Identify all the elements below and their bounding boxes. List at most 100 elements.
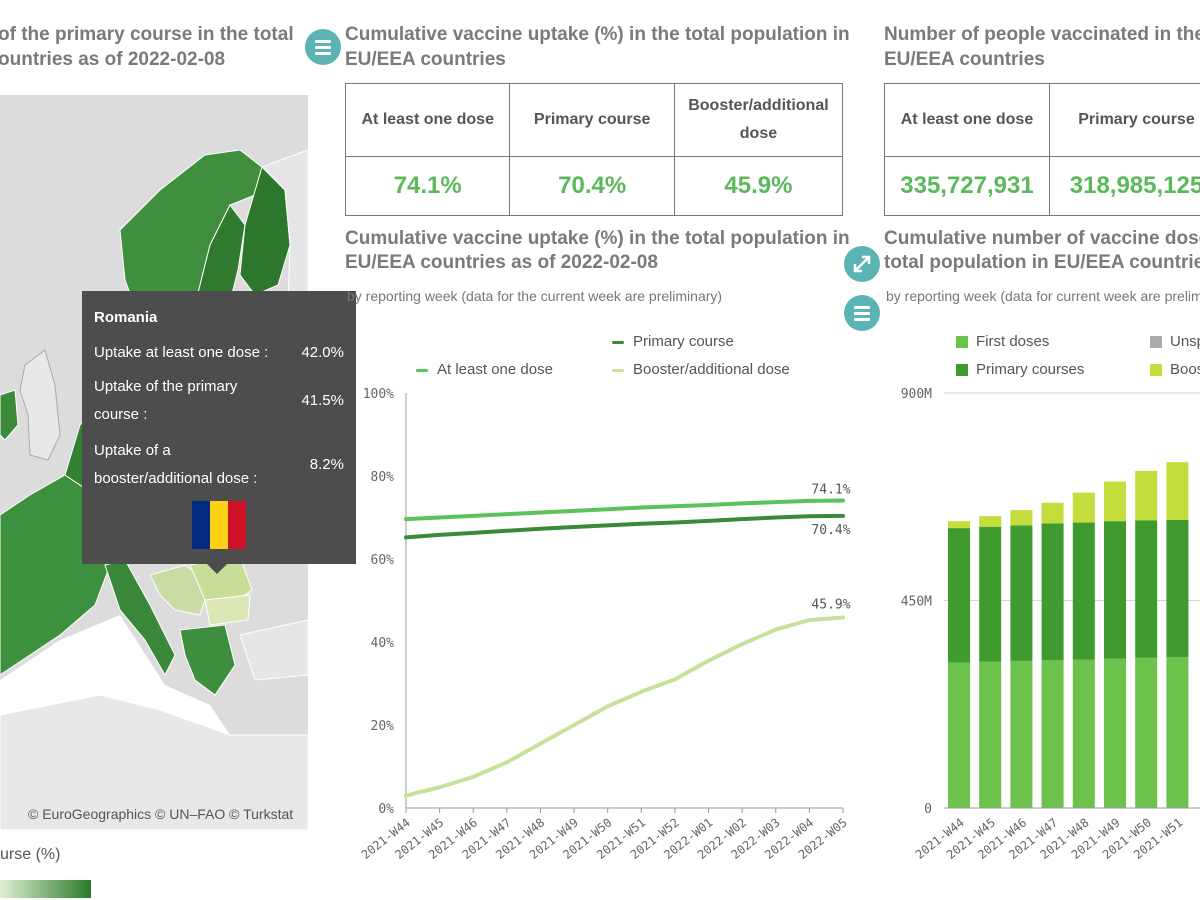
menu-icon-bar xyxy=(854,306,870,309)
menu-icon-bar xyxy=(315,40,331,43)
legend-marker-first-doses xyxy=(956,336,968,348)
legend-label-primary[interactable]: Primary course xyxy=(633,333,734,350)
series-line-at-least-one-dose xyxy=(404,498,845,522)
map-attribution: © EuroGeographics © UN–FAO © Turkstat xyxy=(28,806,294,822)
bar-primary-courses xyxy=(1166,519,1189,658)
tooltip-row1-label: Uptake at least one dose : xyxy=(94,344,269,361)
menu-icon-bar xyxy=(854,312,870,315)
bar-primary-courses xyxy=(948,528,970,663)
map-legend-gradient xyxy=(0,880,91,898)
kpi-header-booster-line2: dose xyxy=(739,125,778,142)
menu-button[interactable] xyxy=(305,29,341,65)
uptake-title-line1: Cumulative vaccine uptake (%) in the tot… xyxy=(345,24,850,45)
bar-booster-doses xyxy=(948,521,970,529)
people-kpi-table: At least one dose Primary course 335,727… xyxy=(884,83,1200,216)
people-title-line2: EU/EEA countries xyxy=(884,49,1045,70)
legend-label-first[interactable]: At least one dose xyxy=(437,361,553,378)
uptake-title-line2: EU/EEA countries xyxy=(345,49,506,70)
tooltip-row2-value: 41.5% xyxy=(301,392,344,409)
romania-flag-icon xyxy=(192,501,246,549)
people-value-primary: 318,985,125 xyxy=(1048,156,1200,216)
uptake-kpi-table: At least one dose Primary course Booster… xyxy=(344,83,844,216)
bar-first-doses xyxy=(1072,659,1095,808)
series-end-label: 74.1% xyxy=(811,482,850,497)
bar-booster-doses xyxy=(979,516,1002,527)
menu-icon-bar xyxy=(315,52,331,55)
series-line-primary-course xyxy=(404,513,845,540)
bar-primary-courses xyxy=(1072,522,1095,660)
y-tick-label: 900M xyxy=(901,387,932,402)
map-legend-label: urse (%) xyxy=(0,846,61,863)
bar-primary-courses xyxy=(979,526,1002,662)
bar-booster-doses xyxy=(1166,462,1189,520)
people-chart-subtitle: by reporting week (data for current week… xyxy=(886,288,1200,304)
map-mediterranean xyxy=(0,615,230,735)
bar-booster-doses xyxy=(1072,492,1095,523)
menu-icon-bar xyxy=(854,318,870,321)
expand-icon xyxy=(853,255,871,273)
bar-primary-courses xyxy=(1010,525,1033,661)
kpi-header-first: At least one dose xyxy=(344,83,511,157)
legend-label-booster-doses[interactable]: Boos xyxy=(1170,361,1200,378)
tooltip-row3-value: 8.2% xyxy=(309,456,344,473)
menu-button-right[interactable] xyxy=(844,295,880,331)
map-tooltip: Romania Uptake at least one dose : 42.0%… xyxy=(82,291,356,564)
kpi-value-first: 74.1% xyxy=(344,156,511,216)
bar-first-doses xyxy=(1166,657,1189,808)
map-panel-title-line2: ountries as of 2022-02-08 xyxy=(0,49,226,70)
uptake-line-chart[interactable]: 0%20%40%60%80%100%2021-W442021-W452021-W… xyxy=(345,380,855,900)
people-title-line1: Number of people vaccinated in the tota xyxy=(884,24,1200,45)
map-bulgaria xyxy=(204,594,251,626)
legend-marker-booster xyxy=(612,369,624,372)
tooltip-row3-label-line2: booster/additional dose : xyxy=(94,470,258,487)
uptake-chart-title-line2: EU/EEA countries as of 2022-02-08 xyxy=(345,252,658,273)
people-header-primary: Primary course xyxy=(1048,83,1200,157)
expand-button[interactable] xyxy=(844,246,880,282)
map-turkey xyxy=(239,619,309,681)
y-tick-label: 80% xyxy=(371,470,395,485)
doses-bar-chart[interactable]: 0450M900M2021-W442021-W452021-W462021-W4… xyxy=(884,380,1200,900)
bar-first-doses xyxy=(1041,659,1064,808)
tooltip-row2-label-line2: course : xyxy=(94,406,148,423)
uptake-chart-subtitle: by reporting week (data for the current … xyxy=(347,288,723,304)
legend-marker-booster-doses xyxy=(1150,364,1162,376)
series-line-booster-additional-dose xyxy=(404,615,845,798)
people-chart-title-line1: Cumulative number of vaccine doses ac xyxy=(884,228,1200,249)
map-uk xyxy=(19,349,61,461)
y-tick-label: 450M xyxy=(901,595,932,610)
tooltip-row2-label-line1: Uptake of the primary xyxy=(94,378,238,395)
bar-booster-doses xyxy=(1104,481,1126,522)
kpi-value-booster: 45.9% xyxy=(673,156,844,216)
people-value-first: 335,727,931 xyxy=(884,156,1050,216)
kpi-header-booster: Booster/additional dose xyxy=(673,83,844,157)
bar-first-doses xyxy=(1104,658,1126,808)
tooltip-row3-label-line1: Uptake of a xyxy=(94,442,171,459)
y-tick-label: 0% xyxy=(378,802,394,817)
bar-booster-doses xyxy=(1041,502,1064,524)
tooltip-country: Romania xyxy=(94,309,158,326)
map-panel-title-line1: of the primary course in the total xyxy=(0,24,294,45)
map-ireland xyxy=(0,389,19,441)
map-greece xyxy=(179,624,236,696)
bar-primary-courses xyxy=(1135,520,1158,658)
legend-marker-unspecified xyxy=(1150,336,1162,348)
bar-booster-doses xyxy=(1135,470,1158,521)
y-tick-label: 0 xyxy=(924,802,932,817)
bar-primary-courses xyxy=(1041,523,1064,660)
tooltip-row1-value: 42.0% xyxy=(301,344,344,361)
bar-first-doses xyxy=(1010,660,1033,808)
series-end-label: 70.4% xyxy=(811,523,850,538)
legend-label-booster[interactable]: Booster/additional dose xyxy=(633,361,790,378)
legend-label-unspecified[interactable]: Unsp xyxy=(1170,333,1200,350)
bar-first-doses xyxy=(1135,657,1158,808)
bar-primary-courses xyxy=(1104,521,1126,659)
legend-label-primary-courses[interactable]: Primary courses xyxy=(976,361,1085,378)
legend-label-first-doses[interactable]: First doses xyxy=(976,333,1050,350)
tooltip-pointer xyxy=(207,564,227,574)
legend-marker-first xyxy=(416,369,428,372)
uptake-chart-title-line1: Cumulative vaccine uptake (%) in the tot… xyxy=(345,228,850,249)
people-chart-title-line2: total population in EU/EEA countries as xyxy=(884,252,1200,273)
kpi-header-booster-line1: Booster/additional xyxy=(688,97,829,114)
y-tick-label: 40% xyxy=(371,636,395,651)
series-end-label: 45.9% xyxy=(811,598,850,613)
